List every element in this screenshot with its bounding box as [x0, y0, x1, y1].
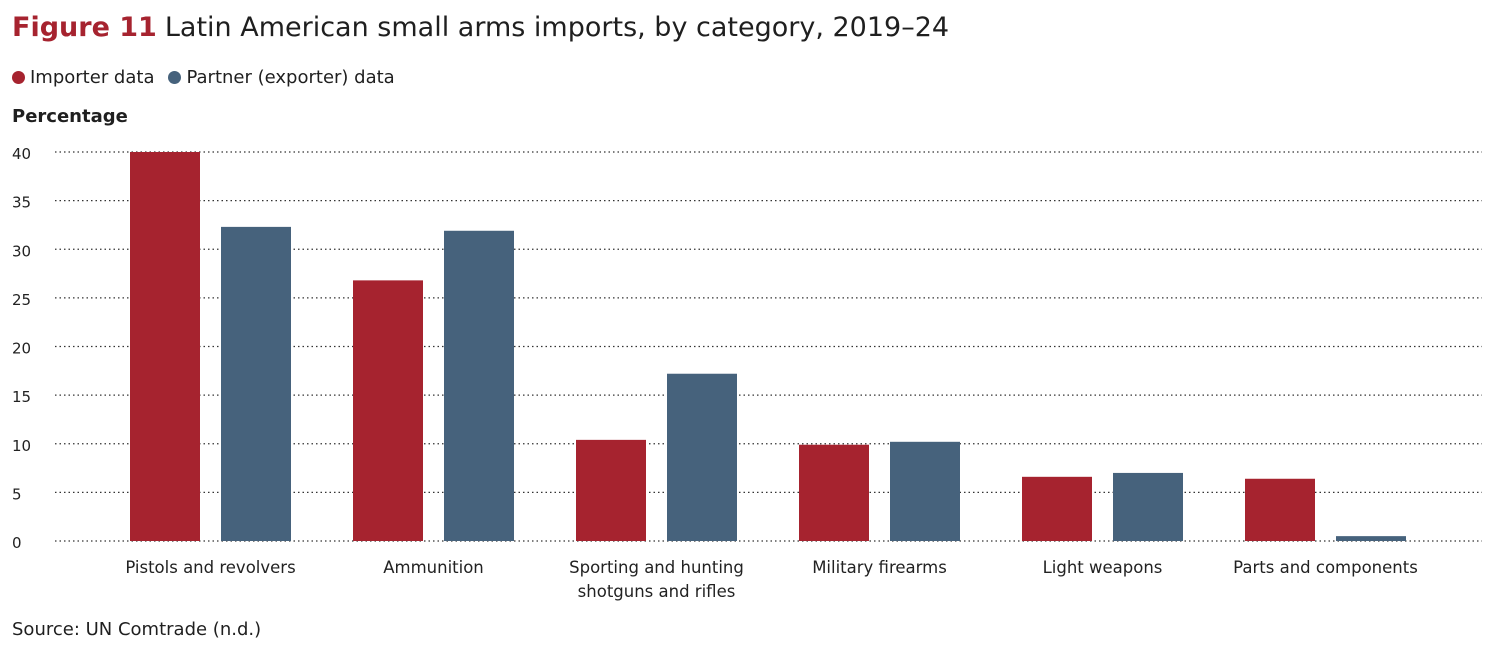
x-tick-label-line: Military firearms — [812, 558, 947, 577]
legend-dot-importer — [12, 71, 25, 84]
x-tick-label-line: Ammunition — [383, 558, 484, 577]
x-tick-label-line: shotguns and rifles — [578, 582, 736, 601]
bar-partner-3 — [890, 441, 960, 541]
y-tick-label-25: 25 — [12, 291, 31, 309]
figure-label: Figure 11 — [12, 12, 157, 43]
bar-importer-0 — [130, 152, 200, 541]
x-tick-label-1: Ammunition — [383, 558, 484, 577]
legend-dot-partner — [168, 71, 182, 84]
bar-partner-2 — [667, 373, 737, 541]
bar-importer-5 — [1245, 478, 1315, 541]
x-tick-label-4: Light weapons — [1043, 558, 1163, 577]
x-tick-label-2: Sporting and hunting shotguns and rifles — [569, 558, 744, 601]
chart-title: Figure 11 Latin American small arms impor… — [12, 12, 949, 43]
legend: Importer data Partner (exporter) data — [12, 67, 409, 88]
legend-label-importer: Importer data — [30, 67, 155, 88]
bar-partner-0 — [221, 226, 291, 541]
bar-importer-4 — [1022, 476, 1092, 541]
y-tick-label-35: 35 — [12, 194, 31, 212]
y-tick-label-30: 30 — [12, 242, 31, 260]
bar-importer-3 — [799, 444, 869, 541]
bar-partner-1 — [444, 230, 514, 541]
y-tick-label-5: 5 — [12, 485, 22, 503]
x-tick-label-3: Military firearms — [812, 558, 947, 577]
y-axis-label: Percentage — [12, 106, 128, 127]
legend-item-partner: Partner (exporter) data — [168, 67, 395, 88]
y-tick-label-40: 40 — [12, 145, 31, 163]
x-tick-label-line: Pistols and revolvers — [125, 558, 295, 577]
x-tick-label-5: Parts and components — [1233, 558, 1418, 577]
bar-partner-4 — [1113, 472, 1183, 541]
x-tick-label-line: Light weapons — [1043, 558, 1163, 577]
x-tick-label-line: Parts and components — [1233, 558, 1418, 577]
bar-importer-1 — [353, 280, 423, 541]
bar-importer-2 — [576, 439, 646, 541]
legend-item-importer: Importer data — [12, 67, 154, 88]
y-tick-label-20: 20 — [12, 340, 31, 358]
legend-label-partner: Partner (exporter) data — [186, 67, 395, 88]
y-tick-label-10: 10 — [12, 437, 31, 455]
x-tick-label-0: Pistols and revolvers — [125, 558, 295, 577]
title-text: Latin American small arms imports, by ca… — [164, 12, 950, 43]
x-tick-label-line: Sporting and hunting — [569, 558, 744, 577]
source-note: Source: UN Comtrade (n.d.) — [12, 619, 262, 640]
bar-partner-5 — [1336, 536, 1406, 541]
y-tick-label-15: 15 — [12, 388, 31, 406]
y-tick-label-0: 0 — [12, 534, 22, 552]
